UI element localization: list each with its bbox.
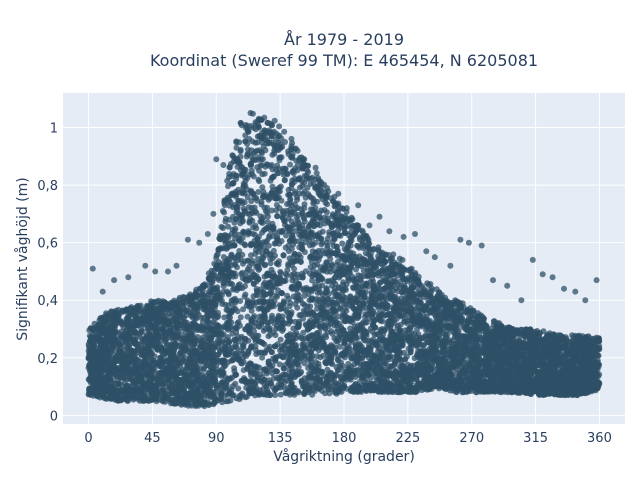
data-point (313, 170, 320, 177)
data-point (283, 232, 289, 239)
data-point (318, 241, 325, 248)
data-point (241, 241, 248, 248)
data-point (204, 317, 211, 324)
data-point (328, 328, 335, 335)
data-point (447, 339, 453, 346)
data-points (85, 110, 603, 410)
data-point (237, 298, 244, 304)
data-point (375, 244, 382, 251)
data-point (339, 240, 346, 247)
data-point (252, 157, 259, 164)
data-point (390, 251, 397, 258)
data-point (274, 368, 281, 375)
data-point (320, 352, 327, 359)
data-point (221, 209, 228, 216)
data-point (340, 310, 347, 317)
data-point (425, 282, 432, 288)
data-point (301, 188, 308, 195)
data-point (300, 329, 307, 336)
data-point (287, 161, 293, 168)
data-point (225, 223, 232, 230)
data-point (231, 336, 238, 343)
data-point (235, 319, 242, 326)
data-point (118, 320, 125, 327)
data-point (277, 268, 284, 275)
data-point (269, 166, 276, 173)
data-point (391, 277, 398, 284)
data-point (309, 277, 316, 284)
data-point (282, 271, 289, 278)
data-point (277, 336, 284, 343)
data-point (399, 256, 406, 263)
data-point (267, 290, 274, 297)
data-point (253, 209, 260, 216)
data-point (462, 341, 468, 348)
data-point (335, 326, 341, 333)
data-point (267, 260, 274, 267)
data-point (336, 343, 343, 350)
data-point (244, 175, 251, 181)
data-point (360, 245, 367, 252)
data-point (347, 229, 354, 236)
data-point (569, 332, 576, 339)
data-point (255, 189, 262, 195)
data-point (254, 164, 261, 171)
data-point (268, 207, 275, 214)
data-point (297, 297, 304, 303)
data-point (248, 167, 255, 174)
data-point (233, 139, 240, 146)
data-point (276, 361, 283, 368)
data-point (401, 356, 408, 363)
data-point (326, 390, 333, 397)
data-point (257, 218, 264, 225)
